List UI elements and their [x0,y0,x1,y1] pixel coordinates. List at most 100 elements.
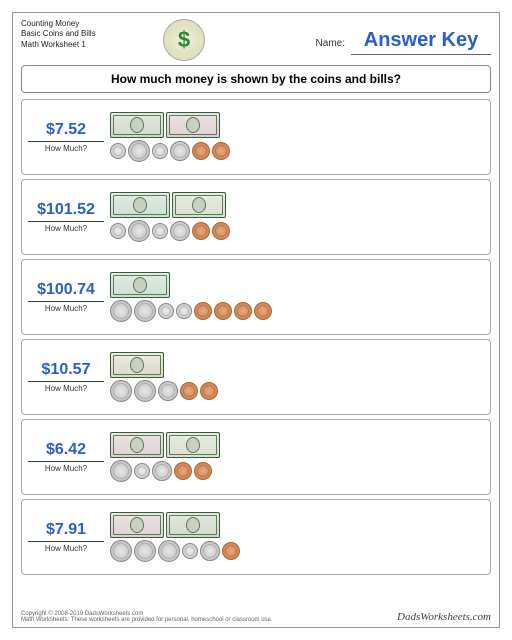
quarter-icon [134,300,156,322]
problem-row: $6.42 How Much? [21,419,491,495]
bill-5-icon [166,112,220,138]
name-area: Name: Answer Key [217,19,491,55]
bill-2-icon [166,512,220,538]
dollar-icon: $ [163,19,205,61]
title-line-2: Basic Coins and Bills [21,29,151,39]
quarter-icon [158,540,180,562]
penny-icon [222,542,240,560]
quarter-icon [128,220,150,242]
bill-1-icon [172,192,226,218]
how-much-label: How Much? [45,544,87,553]
problem-row: $10.57 How Much? [21,339,491,415]
bill-5-icon [110,432,164,458]
answer-value: $7.52 [28,121,104,142]
penny-icon [214,302,232,320]
answer-column: $6.42 How Much? [28,441,104,473]
logo: $ [159,19,209,61]
header: Counting Money Basic Coins and Bills Mat… [21,19,491,61]
penny-icon [254,302,272,320]
penny-icon [192,142,210,160]
nickel-icon [152,461,172,481]
coins-row [110,140,484,162]
answer-column: $7.91How Much? [28,521,104,553]
dime-icon [158,303,174,319]
nickel-icon [158,381,178,401]
money-column [110,192,484,242]
coins-row [110,380,484,402]
name-label: Name: [316,38,345,49]
bill-5-icon [110,512,164,538]
answer-value: $6.42 [28,441,104,462]
worksheet-page: Counting Money Basic Coins and Bills Mat… [12,12,500,628]
coins-row [110,540,484,562]
problem-row: $100.74 How Much? [21,259,491,335]
title-line-3: Math Worksheet 1 [21,40,151,50]
answer-column: $10.57 How Much? [28,361,104,393]
bills-row [110,432,484,458]
quarter-icon [134,540,156,562]
money-column [110,112,484,162]
dime-icon [182,543,198,559]
penny-icon [174,462,192,480]
problems-container: $7.52 How Much? $101.52 How Much? $100.74 How… [21,99,491,575]
bill-1-icon [166,432,220,458]
how-much-label: How Much? [45,384,87,393]
bills-row [110,112,484,138]
answer-value: $101.52 [28,201,104,222]
nickel-icon [200,541,220,561]
answer-column: $100.74 How Much? [28,281,104,313]
answer-key-label: Answer Key [351,29,491,55]
penny-icon [192,222,210,240]
footer-note: Math Worksheets: These worksheets are pr… [21,617,273,623]
penny-icon [212,142,230,160]
how-much-label: How Much? [45,144,87,153]
quarter-icon [110,380,132,402]
coins-row [110,300,484,322]
quarter-icon [110,300,132,322]
money-column [110,432,484,482]
dime-icon [152,143,168,159]
footer-left: Copyright © 2008-2019 DadsWorksheets.com… [21,611,273,623]
quarter-icon [134,380,156,402]
answer-value: $10.57 [28,361,104,382]
quarter-icon [110,460,132,482]
answer-value: $100.74 [28,281,104,302]
penny-icon [212,222,230,240]
brand: DadsWorksheets.com [397,611,491,623]
coins-row [110,220,484,242]
bill-100-icon [110,272,170,298]
nickel-icon [170,221,190,241]
dime-icon [134,463,150,479]
coins-row [110,460,484,482]
instruction: How much money is shown by the coins and… [21,65,491,93]
header-titles: Counting Money Basic Coins and Bills Mat… [21,19,151,50]
bills-row [110,192,484,218]
money-column [110,272,484,322]
penny-icon [194,462,212,480]
penny-icon [234,302,252,320]
bills-row [110,272,484,298]
nickel-icon [170,141,190,161]
problem-row: $7.91How Much? [21,499,491,575]
problem-row: $7.52 How Much? [21,99,491,175]
how-much-label: How Much? [45,464,87,473]
bills-row [110,512,484,538]
how-much-label: How Much? [45,304,87,313]
how-much-label: How Much? [45,224,87,233]
dime-icon [110,143,126,159]
footer: Copyright © 2008-2019 DadsWorksheets.com… [21,611,491,623]
bill-10-icon [110,352,164,378]
answer-column: $101.52 How Much? [28,201,104,233]
title-line-1: Counting Money [21,19,151,29]
bill-100-icon [110,192,170,218]
money-column [110,352,484,402]
quarter-icon [110,540,132,562]
answer-column: $7.52 How Much? [28,121,104,153]
money-column [110,512,484,562]
problem-row: $101.52 How Much? [21,179,491,255]
bill-2-icon [110,112,164,138]
penny-icon [200,382,218,400]
quarter-icon [128,140,150,162]
dime-icon [152,223,168,239]
dollar-symbol: $ [178,27,190,53]
